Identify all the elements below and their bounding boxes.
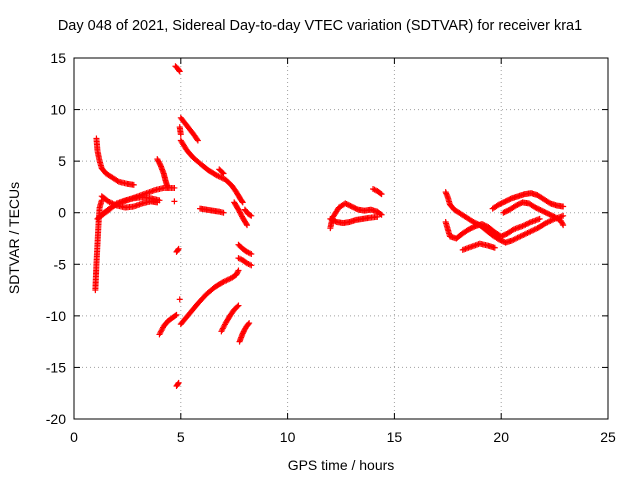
x-tick-label: 0 [70, 429, 78, 445]
data-point [247, 212, 254, 219]
data-point [194, 137, 201, 144]
data-point [244, 222, 251, 229]
y-tick-label: -5 [54, 256, 67, 272]
y-tick-label: 0 [58, 205, 66, 221]
x-tick-label: 25 [600, 429, 616, 445]
data-point [172, 312, 179, 319]
data-point [248, 262, 255, 269]
chart-title: Day 048 of 2021, Sidereal Day-to-day VTE… [57, 18, 583, 34]
data-point [491, 244, 498, 251]
x-tick-label: 5 [177, 429, 185, 445]
x-tick-label: 20 [493, 429, 509, 445]
y-tick-label: -15 [46, 359, 66, 375]
data-point [243, 220, 250, 227]
data-point [239, 198, 246, 205]
data-point [235, 267, 242, 274]
data-point [176, 68, 183, 75]
data-point [175, 245, 182, 252]
data-point [248, 212, 255, 219]
data-point [219, 169, 226, 176]
x-tick-label: 10 [280, 429, 296, 445]
data-point [536, 215, 543, 222]
x-tick-label: 15 [387, 429, 403, 445]
data-point [164, 184, 171, 191]
data-point [173, 311, 180, 318]
data-point [156, 161, 163, 168]
y-tick-label: -10 [46, 308, 66, 324]
x-axis-label: GPS time / hours [287, 457, 395, 473]
data-point [377, 211, 384, 218]
data-point [248, 250, 255, 257]
data-point [560, 203, 567, 210]
data-point [378, 211, 385, 218]
data-point [177, 131, 184, 138]
data-point [560, 212, 567, 219]
data-point [176, 67, 183, 74]
y-tick-label: 5 [58, 153, 66, 169]
data-point [509, 227, 516, 234]
data-point [174, 246, 181, 253]
y-tick-label: 10 [50, 102, 66, 118]
data-point [559, 220, 566, 227]
plot-frame [73, 57, 609, 420]
data-point [235, 302, 242, 309]
data-point [114, 177, 121, 184]
data-point [175, 379, 182, 386]
data-point [220, 209, 227, 216]
y-axis-label: SDTVAR / TECUs [6, 181, 22, 295]
data-point [246, 320, 253, 327]
data-point [560, 222, 567, 229]
data-point [156, 197, 163, 204]
data-point [234, 303, 241, 310]
data-point [220, 170, 227, 177]
data-point [377, 190, 384, 197]
data-series [92, 63, 567, 389]
data-point [176, 296, 183, 303]
data-point [174, 380, 181, 387]
data-point [130, 181, 137, 188]
data-point [234, 268, 241, 275]
data-point [245, 321, 252, 328]
data-point [239, 199, 246, 206]
data-point [171, 198, 178, 205]
data-point [378, 191, 385, 198]
data-point [194, 136, 201, 143]
data-point [171, 184, 178, 191]
y-tick-label: 15 [50, 50, 66, 66]
data-point [374, 213, 381, 220]
y-tick-label: -20 [46, 411, 66, 427]
